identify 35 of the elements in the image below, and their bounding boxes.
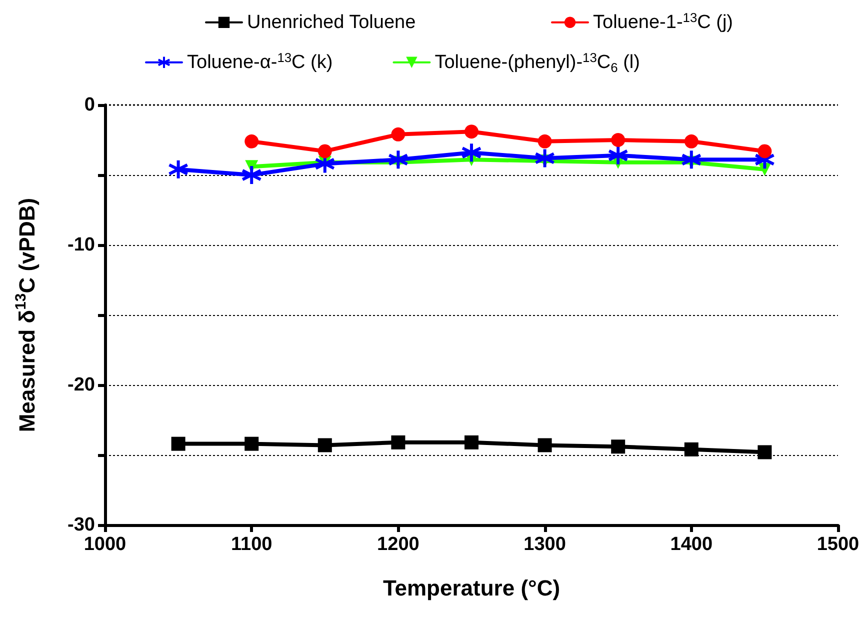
point [611, 440, 626, 454]
point [538, 438, 552, 452]
x-tick-label: 1200 [377, 534, 420, 555]
point [464, 435, 478, 450]
point [244, 436, 259, 451]
y-tick-label: -30 [68, 514, 95, 536]
y-tick-label: -10 [68, 234, 95, 256]
legend-label: Unenriched Toluene [247, 12, 416, 33]
point [538, 134, 552, 148]
point [684, 134, 698, 148]
point [168, 158, 189, 180]
point [534, 148, 556, 169]
x-tick-label: 1500 [816, 534, 860, 555]
y-axis-title: Measured δ13C (vPDB) [12, 198, 40, 432]
x-tick-label: 1400 [670, 534, 713, 555]
point [608, 144, 629, 166]
point [461, 142, 482, 164]
x-tick-label: 1300 [524, 534, 566, 555]
point [684, 442, 698, 456]
point [391, 435, 406, 450]
point [244, 134, 259, 148]
y-tick-label: 0 [84, 94, 95, 116]
point [611, 133, 626, 147]
y-tick-label: -20 [68, 374, 95, 396]
x-axis-title: Temperature (°C) [382, 576, 560, 601]
x-tick-label: 1000 [84, 534, 126, 555]
point [391, 127, 406, 142]
point [171, 436, 186, 451]
point [758, 144, 772, 158]
point [758, 445, 772, 460]
point [241, 164, 262, 186]
point [318, 144, 332, 158]
point [318, 438, 332, 452]
point [464, 124, 478, 139]
x-tick-label: 1100 [230, 534, 272, 555]
